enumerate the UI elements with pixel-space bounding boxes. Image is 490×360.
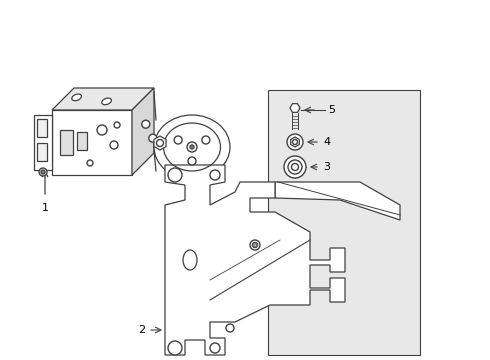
Circle shape (149, 134, 157, 142)
Circle shape (188, 157, 196, 165)
Circle shape (284, 156, 306, 178)
Ellipse shape (154, 115, 230, 179)
Circle shape (190, 145, 194, 149)
Bar (37, 119, 47, 137)
Circle shape (41, 170, 45, 174)
Circle shape (210, 343, 220, 353)
Circle shape (250, 240, 260, 250)
Circle shape (87, 160, 93, 166)
Bar (77, 132, 87, 150)
Circle shape (156, 140, 164, 147)
Ellipse shape (102, 98, 111, 105)
Text: 4: 4 (323, 137, 330, 147)
Circle shape (252, 243, 258, 248)
Polygon shape (132, 88, 154, 175)
Circle shape (110, 141, 118, 149)
Circle shape (168, 341, 182, 355)
Circle shape (142, 120, 150, 128)
Circle shape (210, 170, 220, 180)
Text: 1: 1 (42, 203, 49, 213)
Polygon shape (52, 88, 154, 110)
Bar (60, 130, 73, 155)
Ellipse shape (183, 250, 197, 270)
Polygon shape (165, 165, 345, 355)
Text: 3: 3 (323, 162, 330, 172)
Polygon shape (34, 115, 52, 170)
Circle shape (187, 142, 197, 152)
Text: 5: 5 (328, 105, 335, 115)
Ellipse shape (72, 94, 81, 101)
Circle shape (288, 160, 302, 174)
Text: 2: 2 (138, 325, 145, 335)
Circle shape (39, 168, 47, 176)
Polygon shape (52, 110, 132, 175)
Circle shape (97, 125, 107, 135)
Circle shape (168, 168, 182, 182)
Circle shape (114, 122, 120, 128)
Circle shape (174, 136, 182, 144)
Polygon shape (275, 182, 400, 220)
Circle shape (293, 140, 297, 144)
Circle shape (202, 136, 210, 144)
Bar (37, 143, 47, 161)
Circle shape (292, 163, 298, 171)
Circle shape (287, 134, 303, 150)
Circle shape (226, 324, 234, 332)
Bar (268, 90, 420, 355)
